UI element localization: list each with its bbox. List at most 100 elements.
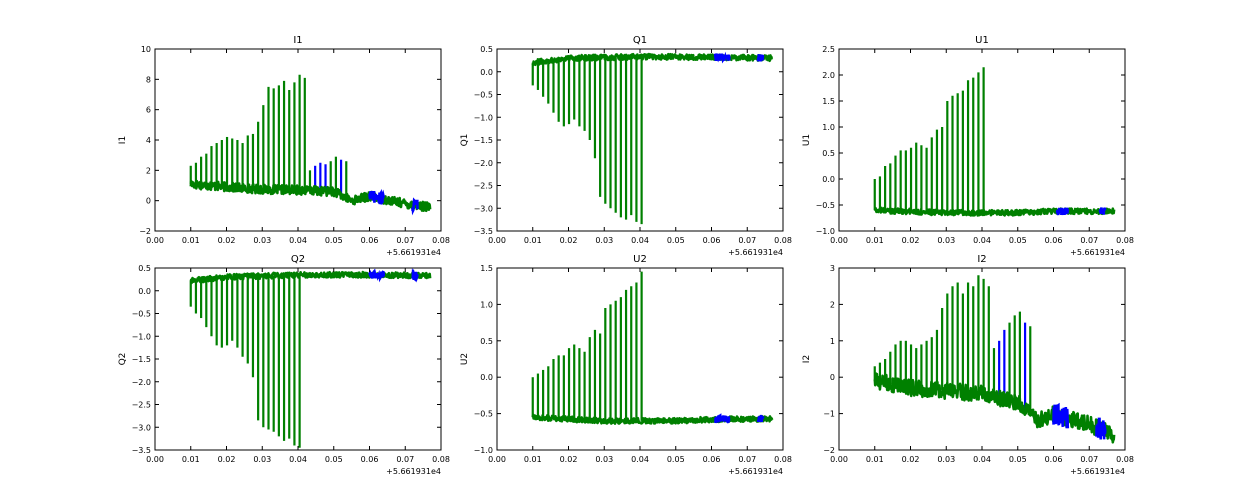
- data-layer: [873, 67, 1116, 217]
- x-tick-label: 0.03: [937, 236, 955, 245]
- y-tick-label: 1.5: [822, 97, 835, 106]
- subplot-i2: 0.00 0.01 0.02 0.03 0.04 0.05 0.06 0.07 0.08 −2 −1…: [802, 254, 1134, 476]
- blue-series: [368, 268, 386, 283]
- subplot-u2: 0.00 0.01 0.02 0.03 0.04 0.05 0.06 0.07 0.08 −1.0…: [460, 254, 792, 476]
- plot-frame: [838, 48, 1126, 232]
- y-tick-label: 0.5: [138, 264, 151, 273]
- chart-title: Q2: [291, 254, 305, 265]
- x-tick-label: 0.06: [1045, 236, 1063, 245]
- x-tick-label: 0.01: [524, 236, 542, 245]
- x-tick-label: 0.03: [937, 455, 955, 464]
- y-tick-label: −2.5: [474, 182, 493, 191]
- chart-title: I2: [977, 254, 986, 265]
- y-tick-label: −1.0: [132, 332, 151, 341]
- blue-series: [1052, 402, 1070, 429]
- x-tick-label: 0.08: [774, 236, 792, 245]
- x-tick-label: 0.05: [325, 455, 343, 464]
- y-tick-label: 8: [146, 75, 151, 84]
- x-tick-label: 0.08: [774, 455, 792, 464]
- y-tick-label: 2.0: [822, 71, 835, 80]
- y-axis-label: U1: [802, 134, 812, 146]
- x-tick-label: 0.04: [631, 455, 649, 464]
- y-tick-label: −1.0: [816, 227, 835, 236]
- y-tick-label: −0.5: [474, 410, 493, 419]
- x-tick-label: 0.01: [866, 455, 884, 464]
- x-tick-label: 0.06: [361, 455, 379, 464]
- y-tick-label: 3: [830, 264, 835, 273]
- x-tick-label: 0.07: [396, 455, 414, 464]
- x-tick-label: 0.03: [595, 455, 613, 464]
- x-tick-label: 0.01: [182, 455, 200, 464]
- x-tick-label: 0.00: [146, 455, 164, 464]
- y-tick-label: 0: [146, 197, 151, 206]
- y-tick-label: −2.0: [132, 378, 151, 387]
- baseline-series: [531, 413, 774, 425]
- y-tick-label: 0: [830, 373, 835, 382]
- y-tick-label: 10: [141, 45, 151, 54]
- blue-series: [1098, 207, 1107, 215]
- y-tick-label: −3.5: [474, 227, 493, 236]
- x-tick-label: 0.01: [182, 236, 200, 245]
- subplot-i1: 0.00 0.01 0.02 0.03 0.04 0.05 0.06 0.07 0.08 −2 0 2…: [118, 35, 450, 257]
- y-tick-label: 1.0: [480, 300, 493, 309]
- baseline-series: [189, 179, 432, 213]
- x-tick-label: 0.02: [218, 236, 236, 245]
- y-axis-label: Q1: [460, 134, 470, 147]
- chart-title: U2: [633, 254, 647, 265]
- x-tick-label: 0.02: [218, 455, 236, 464]
- x-tick-label: 0.06: [361, 236, 379, 245]
- y-axis-label: I2: [802, 355, 812, 363]
- x-offset-label: +5.661931e4: [386, 248, 441, 257]
- chart-title: Q1: [633, 35, 647, 46]
- y-axis-label: U2: [460, 353, 470, 365]
- x-tick-label: 0.05: [1009, 236, 1027, 245]
- x-tick-label: 0.02: [560, 455, 578, 464]
- x-tick-label: 0.00: [146, 236, 164, 245]
- x-tick-label: 0.05: [667, 236, 685, 245]
- blue-series: [756, 54, 765, 62]
- blue-series: [368, 188, 385, 205]
- x-tick-label: 0.00: [830, 455, 848, 464]
- x-tick-label: 0.02: [560, 236, 578, 245]
- y-tick-label: 4: [146, 136, 151, 145]
- x-offset-label: +5.661931e4: [1070, 467, 1125, 476]
- x-tick-label: 0.06: [1045, 455, 1063, 464]
- data-layer: [189, 74, 432, 216]
- baseline-series: [189, 270, 432, 285]
- y-tick-label: 1.0: [822, 123, 835, 132]
- subplot-q1: 0.00 0.01 0.02 0.03 0.04 0.05 0.06 0.07 0.08 −3.5…: [460, 35, 792, 257]
- x-tick-label: 0.05: [667, 455, 685, 464]
- y-tick-label: 1: [830, 337, 835, 346]
- x-tick-label: 0.00: [488, 455, 506, 464]
- x-tick-label: 0.03: [595, 236, 613, 245]
- x-offset-label: +5.661931e4: [728, 248, 783, 257]
- subplot-u1: 0.00 0.01 0.02 0.03 0.04 0.05 0.06 0.07 0.08 −1.0…: [802, 35, 1134, 257]
- x-tick-label: 0.00: [488, 236, 506, 245]
- x-tick-label: 0.04: [289, 455, 307, 464]
- y-tick-label: 6: [146, 106, 151, 115]
- data-layer: [873, 275, 1116, 444]
- y-tick-label: −3.5: [132, 446, 151, 455]
- baseline-series: [873, 372, 1116, 444]
- y-tick-label: 0.0: [480, 373, 493, 382]
- plot-frame: [154, 267, 442, 451]
- y-tick-label: 2: [830, 300, 835, 309]
- y-tick-label: 0.0: [480, 68, 493, 77]
- x-tick-label: 0.05: [325, 236, 343, 245]
- x-tick-label: 0.07: [1080, 455, 1098, 464]
- x-tick-label: 0.00: [830, 236, 848, 245]
- blue-series: [756, 414, 765, 423]
- x-tick-label: 0.01: [866, 236, 884, 245]
- y-tick-label: 1.5: [480, 264, 493, 273]
- y-tick-label: −1.5: [132, 355, 151, 364]
- y-tick-label: −1.0: [474, 446, 493, 455]
- x-tick-label: 0.08: [1116, 455, 1134, 464]
- x-tick-label: 0.04: [289, 236, 307, 245]
- x-tick-label: 0.07: [1080, 236, 1098, 245]
- baseline-series: [873, 206, 1116, 217]
- x-tick-label: 0.04: [973, 455, 991, 464]
- y-tick-label: −0.5: [816, 201, 835, 210]
- y-axis-label: Q2: [118, 353, 128, 366]
- chart-title: I1: [293, 35, 302, 46]
- x-tick-label: 0.05: [1009, 455, 1027, 464]
